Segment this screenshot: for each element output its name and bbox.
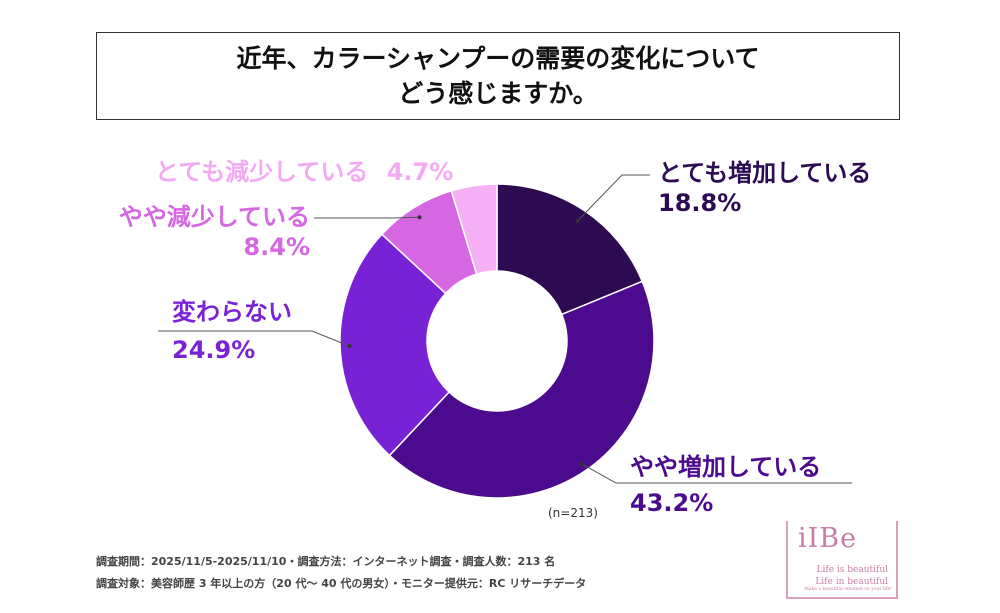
slice-totemo-zouka [496, 183, 644, 316]
leader-yaya-genshou-dot [417, 215, 422, 220]
logo-tagline-3: Make a beautiful emotion on your life! [804, 587, 892, 592]
label-yaya-zouka: やや増加している 43.2% [630, 452, 821, 518]
chart-title-line2: どう感じますか。 [398, 79, 598, 108]
title-box: 近年、カラーシャンプーの需要の変化について どう感じますか。 [96, 32, 900, 120]
category-label: とても減少している [155, 158, 369, 186]
sample-size-label: (n=213) [548, 506, 598, 520]
label-totemo-genshou: とても減少している 4.7% [155, 157, 453, 187]
value-label: 18.8% [658, 189, 742, 217]
leader-kawaranai [158, 330, 350, 347]
category-label: 変わらない [172, 298, 292, 326]
logo-tagline-1: Life is beautiful [816, 565, 888, 575]
category-label: やや減少している [118, 203, 310, 231]
logo-tagline-2: Life in beautiful [815, 577, 888, 587]
leader-totemo-zouka-dot [575, 219, 580, 224]
leader-yaya-genshou [314, 216, 420, 219]
category-label: とても増加している [658, 159, 872, 187]
slice-yaya-zouka [388, 280, 655, 499]
value-label: 8.4% [243, 233, 310, 261]
footer-survey-period: 調査期間：2025/11/5-2025/11/10・調査方法：インターネット調査… [96, 555, 556, 568]
leader-totemo-zouka [577, 174, 650, 222]
category-label: やや増加している [630, 453, 822, 481]
logo-wordmark: iIBe [798, 523, 858, 554]
ilbe-logo: iIBe Life is beautiful Life in beautiful… [786, 521, 898, 599]
slice-kawaranai [339, 233, 451, 457]
leader-kawaranai-dot [347, 344, 352, 349]
label-yaya-genshou: やや減少している 8.4% [98, 202, 310, 262]
footer-survey-target: 調査対象：美容師歴 3 年以上の方（20 代〜 40 代の男女）・モニター提供元… [96, 577, 587, 590]
chart-title-line1: 近年、カラーシャンプーの需要の変化について [236, 44, 760, 73]
value-label: 24.9% [172, 336, 256, 364]
value-label: 43.2% [630, 489, 714, 517]
leader-yaya-zouka-dot [579, 461, 584, 466]
value-label: 4.7% [386, 158, 454, 186]
slice-totemo-genshou [450, 183, 498, 275]
label-kawaranai: 変わらない 24.9% [172, 297, 292, 365]
label-totemo-zouka: とても増加している 18.8% [658, 158, 871, 218]
leader-yaya-zouka [581, 463, 852, 484]
